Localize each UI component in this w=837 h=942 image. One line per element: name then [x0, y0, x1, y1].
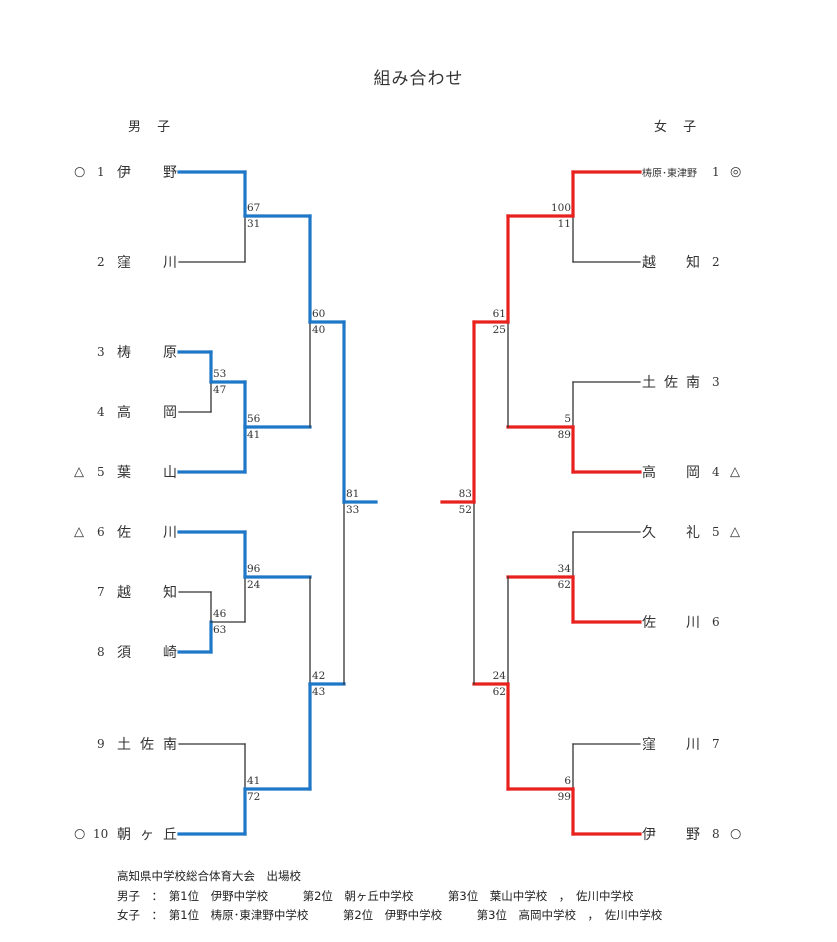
seed-number: 2: [712, 255, 720, 269]
team-name: 窪川: [117, 255, 177, 271]
score-top: 67: [247, 202, 261, 214]
team-name: 須崎: [117, 645, 177, 661]
seed-number: 6: [712, 615, 720, 629]
score-bottom: 41: [247, 429, 261, 441]
score-top: 53: [213, 368, 227, 380]
seed-number: 5: [712, 525, 720, 539]
seed-mark: △: [74, 464, 84, 480]
seed-number: 1: [97, 165, 105, 179]
score-bottom: 33: [346, 504, 360, 516]
team-name: 土佐南: [642, 375, 700, 391]
seed-number: 7: [97, 585, 105, 599]
score-bottom: 47: [213, 384, 227, 396]
score-bottom: 25: [492, 324, 506, 336]
score-bottom: 89: [557, 429, 571, 441]
score-top: 6: [564, 775, 571, 787]
score-top: 5: [564, 413, 571, 425]
team-name: 佐川: [642, 615, 700, 631]
score-top: 34: [557, 563, 571, 575]
score-bottom: 11: [557, 218, 571, 230]
team-name: 越知: [117, 585, 177, 601]
score-top: 100: [550, 202, 571, 214]
footer-girls-results: 女子 ： 第1位 梼原･東津野中学校 第2位 伊野中学校 第3位 高岡中学校 ，…: [117, 908, 663, 922]
team-name: 葉山: [117, 465, 177, 481]
seed-mark: △: [730, 524, 740, 540]
score-bottom: 63: [213, 624, 227, 636]
team-name: 朝ヶ丘: [117, 827, 177, 843]
seed-mark: ○: [74, 164, 86, 180]
score-top: 83: [458, 488, 472, 500]
score-bottom: 72: [247, 791, 261, 803]
team-name: 伊野: [642, 827, 700, 843]
score-top: 81: [346, 488, 360, 500]
seed-number: 3: [97, 345, 105, 359]
team-name: 佐川: [117, 525, 177, 541]
score-bottom: 62: [492, 686, 506, 698]
girls-header: 女 子: [654, 120, 703, 135]
score-bottom: 31: [247, 218, 261, 230]
score-bottom: 52: [458, 504, 472, 516]
seed-number: 9: [97, 737, 105, 751]
footer-title: 高知県中学校総合体育大会 出場校: [117, 869, 301, 883]
score-bottom: 40: [312, 324, 326, 336]
seed-number: 3: [712, 375, 720, 389]
seed-mark: ◎: [730, 164, 742, 180]
team-name: 窪川: [642, 737, 700, 753]
team-name: 土佐南: [117, 737, 177, 753]
score-top: 46: [213, 608, 227, 620]
seed-number: 5: [97, 465, 105, 479]
seed-mark: ○: [74, 826, 86, 842]
seed-number: 8: [97, 645, 105, 659]
seed-mark: △: [730, 464, 740, 480]
score-bottom: 43: [312, 686, 326, 698]
team-name: 伊野: [117, 165, 177, 181]
team-name: 梼原: [117, 345, 177, 361]
score-bottom: 24: [247, 579, 261, 591]
score-top: 60: [312, 308, 326, 320]
seed-number: 2: [97, 255, 105, 269]
team-name: 高岡: [117, 405, 177, 421]
seed-number: 1: [712, 165, 720, 179]
seed-number: 6: [97, 525, 105, 539]
seed-number: 7: [712, 737, 720, 751]
score-top: 56: [247, 413, 261, 425]
score-bottom: 62: [557, 579, 571, 591]
score-bottom: 99: [557, 791, 571, 803]
seed-number: 4: [97, 405, 105, 419]
score-top: 96: [247, 563, 261, 575]
score-top: 61: [492, 308, 506, 320]
score-top: 42: [312, 670, 326, 682]
seed-mark: △: [74, 524, 84, 540]
seed-number: 4: [712, 465, 720, 479]
seed-number: 10: [93, 827, 109, 841]
seed-number: 8: [712, 827, 720, 841]
page-title: 組み合わせ: [373, 69, 464, 89]
team-name: 梼原･東津野: [642, 168, 697, 180]
boys-header: 男 子: [128, 120, 177, 135]
team-name: 高岡: [642, 465, 700, 481]
team-name: 越知: [642, 255, 700, 271]
score-top: 41: [247, 775, 261, 787]
team-name: 久礼: [642, 525, 700, 541]
footer-boys-results: 男子 ： 第1位 伊野中学校 第2位 朝ヶ丘中学校 第3位 葉山中学校 ， 佐川…: [117, 889, 634, 903]
score-top: 24: [492, 670, 506, 682]
seed-mark: ○: [730, 826, 742, 842]
